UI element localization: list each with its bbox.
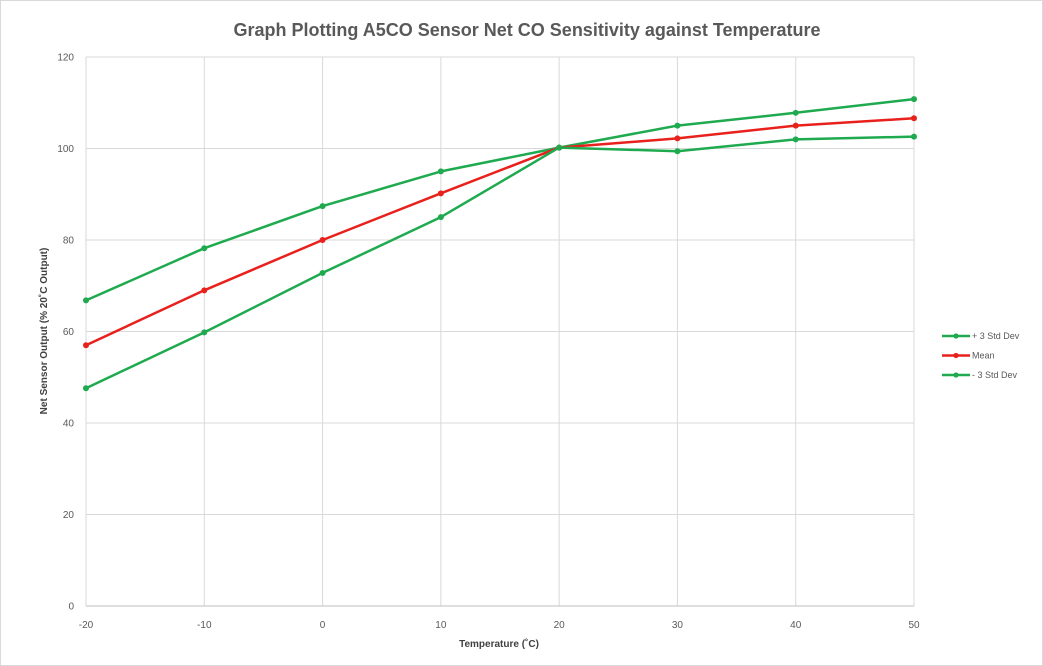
data-point	[83, 385, 89, 392]
y-tick-label: 20	[63, 510, 75, 521]
data-point	[83, 297, 89, 304]
series-line	[85, 135, 915, 390]
data-point	[437, 214, 444, 221]
y-axis-label: Net Sensor Output (% 20˚C Output)	[38, 248, 50, 415]
data-point	[319, 203, 326, 210]
x-tick-label: 30	[672, 620, 684, 631]
data-point	[437, 168, 444, 175]
legend-label: - 3 Std Dev	[972, 370, 1018, 380]
data-point	[792, 109, 799, 116]
series-layer	[83, 96, 917, 392]
series-1	[83, 96, 917, 304]
series-3	[83, 133, 917, 392]
series-2	[83, 115, 917, 349]
data-point	[201, 245, 208, 252]
legend-marker	[953, 333, 959, 339]
legend-label: Mean	[972, 351, 995, 361]
y-tick-label: 0	[68, 602, 74, 613]
data-point	[792, 136, 799, 143]
chart-title: Graph Plotting A5CO Sensor Net CO Sensit…	[233, 20, 820, 40]
x-tick-label: 20	[554, 620, 566, 631]
x-axis-label: Temperature (˚C)	[459, 638, 539, 650]
x-tick-label: -20	[79, 620, 94, 631]
legend-entry: + 3 Std Dev	[942, 331, 1020, 341]
x-tick-label: -10	[197, 620, 212, 631]
legend-label: + 3 Std Dev	[972, 331, 1020, 341]
data-point	[911, 115, 917, 122]
data-point	[911, 96, 917, 103]
data-point	[674, 135, 681, 142]
legend-entry: - 3 Std Dev	[942, 370, 1018, 380]
x-tick-label: 50	[908, 620, 920, 631]
data-point	[911, 133, 917, 140]
x-tick-label: 40	[790, 620, 802, 631]
x-tick-labels: -20 -10 0 10 20 30 40 50	[79, 620, 920, 631]
y-tick-labels: 0 20 40 60 80 100 120	[57, 53, 74, 613]
y-tick-label: 120	[57, 53, 74, 64]
axes	[85, 57, 914, 607]
y-tick-label: 40	[63, 419, 75, 430]
data-point	[319, 269, 326, 276]
data-point	[792, 122, 799, 129]
x-tick-label: 0	[320, 620, 326, 631]
data-point	[556, 144, 563, 151]
series-line	[85, 117, 915, 347]
legend-marker	[953, 372, 959, 378]
data-point	[201, 329, 208, 336]
data-point	[437, 190, 444, 197]
y-tick-label: 100	[57, 144, 74, 155]
data-point	[674, 122, 681, 129]
legend-entry: Mean	[942, 351, 995, 361]
data-point	[201, 287, 208, 294]
x-tick-label: 10	[435, 620, 447, 631]
data-point	[319, 237, 326, 243]
y-tick-label: 60	[63, 327, 75, 338]
series-line	[85, 97, 915, 302]
legend: + 3 Std Dev Mean - 3 Std Dev	[942, 331, 1020, 380]
legend-marker	[953, 352, 959, 359]
data-point	[674, 148, 681, 155]
y-tick-label: 80	[63, 236, 75, 247]
data-point	[83, 342, 89, 349]
